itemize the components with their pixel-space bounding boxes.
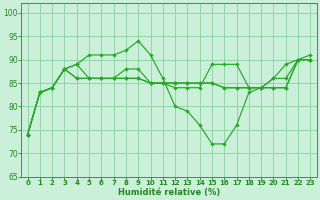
X-axis label: Humidité relative (%): Humidité relative (%) (118, 188, 220, 197)
